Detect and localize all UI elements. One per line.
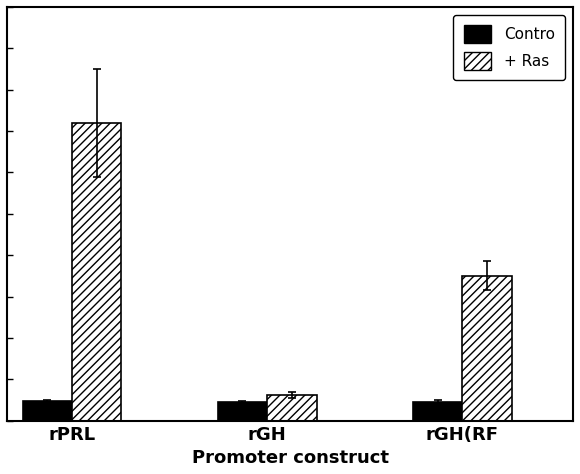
Bar xyxy=(413,401,462,420)
Bar xyxy=(462,276,512,420)
X-axis label: Promoter construct: Promoter construct xyxy=(191,449,389,467)
Legend: Contro, + Ras: Contro, + Ras xyxy=(454,15,566,81)
Bar xyxy=(267,395,317,420)
Bar xyxy=(23,401,72,420)
Bar xyxy=(72,123,121,420)
Bar xyxy=(218,402,267,420)
